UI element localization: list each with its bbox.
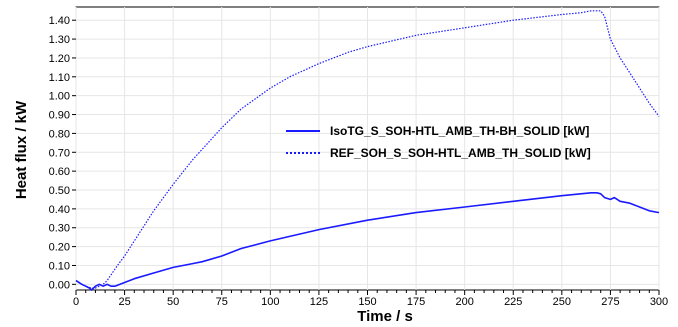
- y-tick-label: 0.10: [49, 260, 70, 272]
- x-tick-label: 225: [504, 296, 522, 308]
- x-tick-label: 200: [455, 296, 473, 308]
- y-axis-title: Heat flux / kW: [13, 100, 30, 199]
- x-axis-title: Time / s: [357, 308, 413, 325]
- series-lines: [75, 10, 660, 291]
- series-line-1: [75, 192, 660, 291]
- y-tick-label: 0.90: [49, 110, 70, 122]
- y-tick-label: 0.20: [49, 242, 70, 254]
- x-tick-label: 175: [407, 296, 425, 308]
- y-tick-label: 1.10: [49, 72, 70, 84]
- legend-label-series-2: REF_SOH_S_SOH-HTL_AMB_TH_SOLID [kW]: [330, 146, 591, 160]
- y-tick-label: 0.00: [49, 279, 70, 291]
- x-tick-label: 250: [553, 296, 571, 308]
- grid: [75, 7, 660, 290]
- x-tick-label: 300: [650, 296, 668, 308]
- ticks: 0.00 0.10 0.20 0.30 0.40 0.50 0.60 0.70 0.80 0.90…: [49, 15, 669, 308]
- x-tick-label: 275: [601, 296, 619, 308]
- x-tick-label: 150: [358, 296, 376, 308]
- series-line-2: [75, 10, 660, 289]
- x-tick-label: 0: [73, 296, 79, 308]
- x-tick-label: 75: [216, 296, 228, 308]
- y-tick-label: 0.50: [49, 185, 70, 197]
- x-tick-label: 25: [118, 296, 130, 308]
- x-tick-label: 100: [261, 296, 279, 308]
- y-tick-label: 0.40: [49, 204, 70, 216]
- y-tick-label: 1.00: [49, 91, 70, 103]
- y-tick-label: 0.80: [49, 128, 70, 140]
- y-tick-label: 1.40: [49, 15, 70, 27]
- y-tick-label: 1.30: [49, 34, 70, 46]
- legend: IsoTG_S_SOH-HTL_AMB_TH-BH_SOLID [kW] REF…: [286, 124, 591, 160]
- y-tick-label: 0.70: [49, 147, 70, 159]
- legend-label-series-1: IsoTG_S_SOH-HTL_AMB_TH-BH_SOLID [kW]: [330, 124, 589, 138]
- y-tick-label: 0.60: [49, 166, 70, 178]
- y-tick-label: 1.20: [49, 53, 70, 65]
- x-tick-label: 50: [167, 296, 179, 308]
- y-tick-label: 0.30: [49, 223, 70, 235]
- x-tick-label: 125: [310, 296, 328, 308]
